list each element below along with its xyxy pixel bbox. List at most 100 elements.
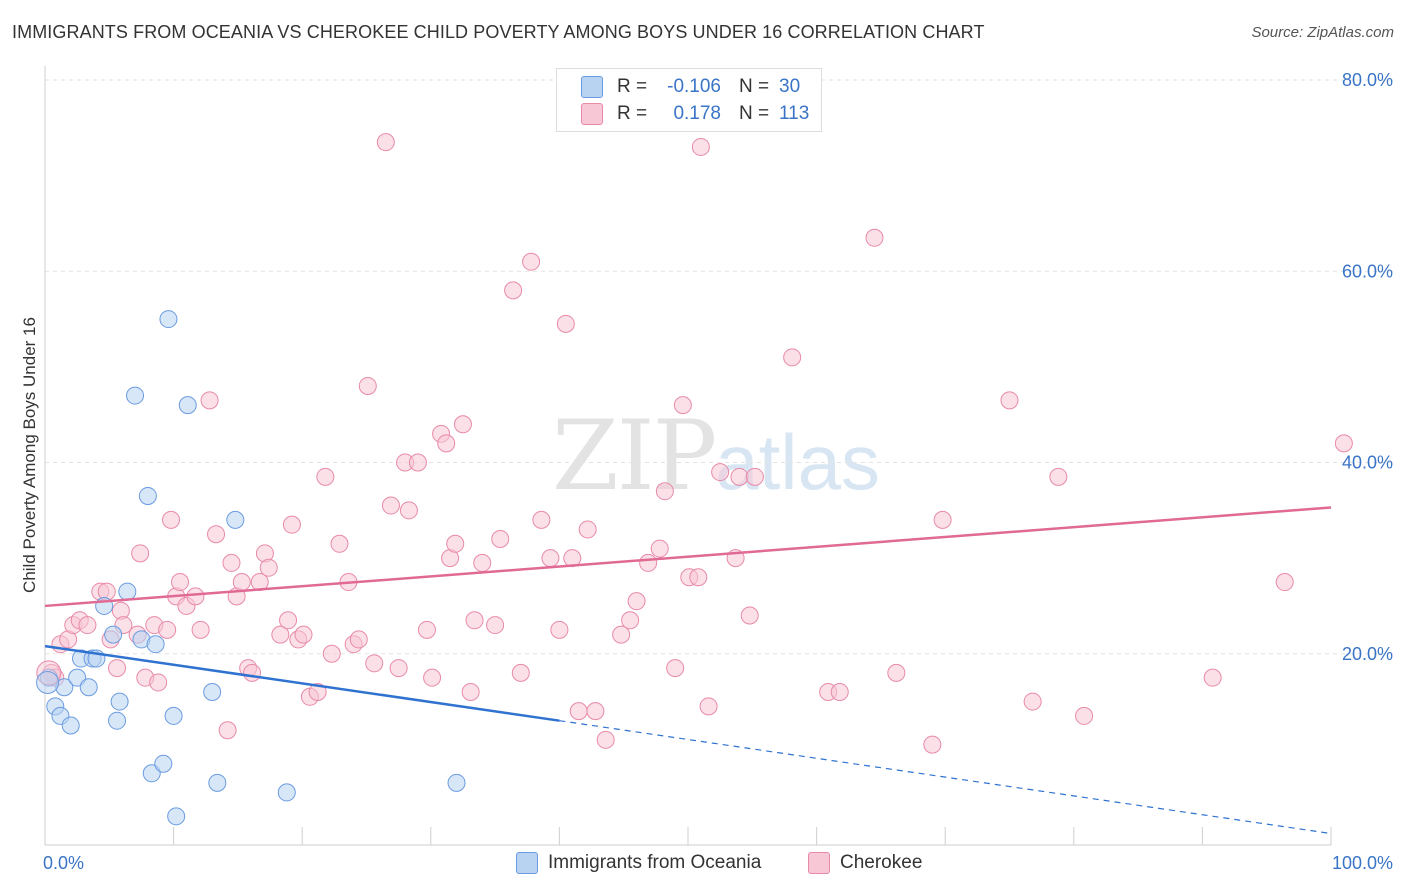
cherokee-point — [522, 252, 541, 271]
cherokee-point — [1049, 467, 1068, 486]
cherokee-point — [740, 606, 759, 625]
cherokee-point — [691, 137, 710, 156]
cherokee-point — [1203, 668, 1222, 687]
oceania-legend-swatch — [516, 852, 538, 874]
oceania-point — [61, 716, 80, 735]
oceania-point — [104, 625, 123, 644]
cherokee-trend-line — [44, 506, 1332, 608]
oceania-point — [36, 670, 60, 694]
cherokee-point — [376, 133, 395, 152]
cherokee-point — [486, 616, 505, 635]
cherokee-point — [627, 592, 646, 611]
oceania-point — [208, 773, 227, 792]
cherokee-point — [541, 549, 560, 568]
cherokee-point — [933, 510, 952, 529]
oceania-point — [108, 711, 127, 730]
cherokee-point — [699, 697, 718, 716]
oceania-point — [126, 386, 145, 405]
cherokee-point — [621, 611, 640, 630]
cherokee-point — [666, 659, 685, 678]
chart-title: IMMIGRANTS FROM OCEANIA VS CHEROKEE CHIL… — [12, 22, 985, 42]
cherokee-point — [650, 539, 669, 558]
cherokee-point — [294, 625, 313, 644]
cherokee-point — [532, 510, 551, 529]
cherokee-point — [322, 644, 341, 663]
cherokee-point — [423, 668, 442, 687]
oceania-point — [447, 773, 466, 792]
cherokee-point — [330, 534, 349, 553]
oceania-point — [203, 683, 222, 701]
cherokee-point — [923, 735, 942, 754]
cherokee-point — [556, 314, 575, 333]
cherokee-point — [711, 463, 730, 482]
cherokee-legend-label: Cherokee — [840, 852, 923, 873]
cherokee-point — [673, 396, 692, 415]
oceania-point — [142, 764, 161, 783]
stats-legend: R = -0.106 N = 30 R = 0.178 N = 113 — [556, 68, 822, 132]
legend-n-value: 30 — [779, 76, 801, 97]
cherokee-point — [465, 611, 484, 630]
cherokee-point — [218, 721, 237, 740]
oceania-point — [110, 692, 129, 711]
cherokee-point — [461, 683, 480, 701]
oceania-point — [167, 807, 186, 826]
cherokee-point — [689, 568, 708, 587]
cherokee-point — [865, 228, 884, 247]
cherokee-point — [639, 553, 658, 572]
cherokee-point — [279, 611, 298, 630]
oceania-trend-line — [44, 644, 560, 722]
cherokee-point — [171, 573, 190, 592]
cherokee-point — [504, 281, 523, 300]
cherokee-point — [586, 702, 605, 721]
cherokee-point — [282, 515, 301, 534]
oceania-legend-label: Immigrants from Oceania — [548, 852, 762, 873]
cherokee-point — [612, 625, 631, 644]
source-label: Source: ZipAtlas.com — [1251, 24, 1394, 41]
cherokee-point — [349, 630, 368, 649]
cherokee-point — [596, 730, 615, 749]
watermark: ZIPatlas — [552, 400, 880, 512]
y-tick-label: 60.0% — [1342, 261, 1393, 281]
watermark-zip: ZIP — [552, 400, 717, 512]
cherokee-point — [1275, 573, 1294, 592]
cherokee-point — [887, 663, 906, 682]
cherokee-point — [511, 663, 530, 682]
bottom-legend-oceania[interactable]: Immigrants from Oceania — [516, 852, 761, 874]
legend-r-value: 0.178 — [673, 103, 721, 124]
legend-row-oceania: R = -0.106 N = 30 — [581, 75, 800, 99]
cherokee-point — [191, 620, 210, 639]
cherokee-point — [316, 467, 335, 486]
cherokee-point — [78, 616, 97, 635]
oceania-point — [178, 396, 197, 415]
oceania-swatch — [581, 76, 603, 98]
cherokee-point — [271, 625, 290, 644]
oceania-point — [146, 635, 165, 654]
cherokee-point — [830, 683, 849, 701]
cherokee-point — [389, 659, 408, 678]
bottom-legend-cherokee[interactable]: Cherokee — [808, 852, 922, 874]
oceania-point — [226, 510, 245, 529]
cherokee-point — [131, 544, 150, 563]
legend-r-label: R = — [617, 76, 648, 97]
cherokee-point — [1334, 434, 1353, 453]
cherokee-point — [569, 702, 588, 721]
cherokee-point — [162, 510, 181, 529]
cherokee-point — [446, 534, 465, 553]
cherokee-point — [417, 620, 436, 639]
x-tick-label-min: 0.0% — [43, 853, 84, 873]
cherokee-point — [365, 654, 384, 673]
cherokee-point — [1075, 706, 1094, 725]
cherokee-point — [207, 525, 226, 544]
cherokee-point — [232, 573, 251, 592]
cherokee-point — [200, 391, 219, 410]
cherokee-point — [578, 520, 597, 539]
cherokee-legend-swatch — [808, 852, 830, 874]
oceania-point — [277, 783, 296, 802]
oceania-point — [164, 706, 183, 725]
cherokee-point — [783, 348, 802, 367]
cherokee-point — [186, 587, 205, 606]
legend-r-value: -0.106 — [667, 76, 721, 97]
y-tick-label: 20.0% — [1342, 644, 1393, 664]
cherokee-point — [550, 620, 569, 639]
